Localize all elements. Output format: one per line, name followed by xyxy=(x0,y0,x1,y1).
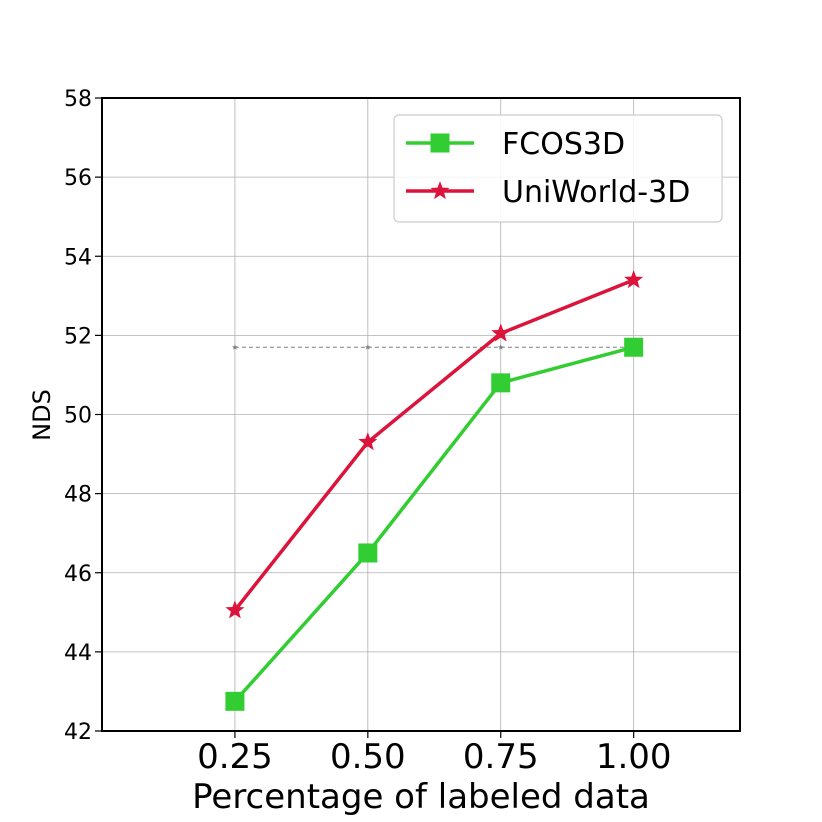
x-tick-label-1: 0.50 xyxy=(330,737,406,777)
y-tick-label-8: 58 xyxy=(64,87,92,112)
data-point-uniworld-3d-2 xyxy=(491,323,511,342)
series-fcos3d xyxy=(225,337,644,711)
data-point-fcos3d-2 xyxy=(491,373,511,393)
reference-marker-0 xyxy=(232,344,238,350)
series-line-uniworld-3d xyxy=(233,278,635,612)
y-tick-label-6: 54 xyxy=(64,245,92,270)
reference-marker-1 xyxy=(364,344,371,350)
legend: FCOS3D UniWorld-3D xyxy=(393,114,723,223)
legend-label-fcos3d: FCOS3D xyxy=(502,127,625,162)
y-axis-ticks: 42 44 46 48 50 52 54 56 58 xyxy=(64,87,102,745)
x-tick-label-0: 0.25 xyxy=(197,737,273,777)
legend-items: FCOS3D UniWorld-3D xyxy=(406,127,690,210)
y-tick-label-0: 42 xyxy=(64,720,92,745)
x-axis-ticks: 0.25 0.50 0.75 1.00 xyxy=(197,731,672,777)
series-group xyxy=(225,269,644,711)
y-axis-label: NDS xyxy=(28,389,56,441)
y-tick-label-3: 48 xyxy=(64,483,92,508)
y-tick-label-5: 52 xyxy=(64,324,92,349)
legend-box xyxy=(393,114,723,223)
data-point-fcos3d-3 xyxy=(624,337,644,357)
data-point-fcos3d-0 xyxy=(225,691,245,711)
reference-marker-2 xyxy=(497,344,504,350)
y-tick-label-1: 44 xyxy=(64,641,92,666)
y-tick-label-2: 46 xyxy=(64,562,92,587)
legend-marker-uniworld-3d xyxy=(430,181,450,200)
data-point-fcos3d-1 xyxy=(358,543,378,563)
legend-marker-fcos3d xyxy=(430,133,450,153)
y-tick-label-4: 50 xyxy=(64,404,92,429)
data-point-uniworld-3d-0 xyxy=(225,600,245,619)
series-line-fcos3d xyxy=(233,345,635,703)
x-tick-label-3: 1.00 xyxy=(596,737,672,777)
series-uniworld-3d xyxy=(225,269,644,619)
x-tick-label-2: 0.75 xyxy=(463,737,539,777)
x-axis-label: Percentage of labeled data xyxy=(192,777,650,817)
legend-label-uniworld-3d: UniWorld-3D xyxy=(502,175,690,210)
data-point-uniworld-3d-3 xyxy=(624,269,644,289)
data-point-uniworld-3d-1 xyxy=(358,432,378,451)
y-tick-label-7: 56 xyxy=(64,166,92,191)
